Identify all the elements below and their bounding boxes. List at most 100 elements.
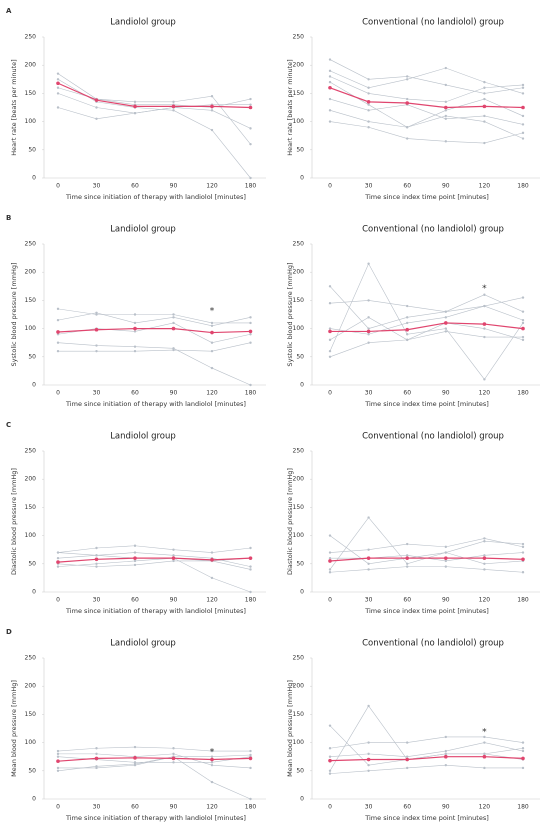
point	[521, 571, 525, 574]
y-tick-label: 50	[28, 353, 36, 360]
point	[521, 338, 525, 342]
point	[248, 329, 253, 334]
patient-line	[329, 110, 524, 139]
y-tick-label: 50	[296, 560, 304, 567]
point	[210, 349, 214, 353]
y-tick-label: 200	[293, 476, 305, 483]
y-tick-label: 150	[293, 90, 305, 97]
point	[249, 797, 252, 801]
point	[406, 554, 409, 557]
x-tick-label: 60	[403, 804, 411, 811]
point	[210, 551, 214, 554]
patient-line	[329, 263, 524, 380]
point	[444, 749, 447, 753]
point	[56, 565, 60, 568]
y-tick-label: 150	[25, 297, 37, 304]
point	[328, 338, 332, 342]
point	[133, 100, 137, 104]
point	[172, 548, 175, 551]
x-tick-label: 60	[131, 597, 139, 604]
y-tick-label: 250	[293, 655, 305, 662]
point	[367, 126, 370, 129]
point	[483, 568, 486, 571]
x-tick-label: 0	[56, 390, 60, 397]
annotation: *	[210, 747, 215, 757]
point	[483, 766, 486, 770]
panel-label: A	[6, 7, 12, 15]
point	[328, 758, 332, 763]
y-tick-label: 100	[293, 532, 305, 539]
patient-line	[57, 93, 251, 114]
point	[406, 126, 409, 129]
patient-line	[57, 312, 251, 327]
point	[367, 120, 370, 123]
y-tick-label: 250	[293, 448, 305, 455]
x-axis-label: Time since index time point [minutes]	[364, 400, 489, 408]
point	[483, 537, 486, 540]
point	[94, 756, 99, 761]
point	[171, 326, 176, 331]
x-tick-label: 0	[56, 804, 60, 811]
x-tick-label: 120	[206, 804, 218, 811]
patient-line	[329, 331, 523, 358]
point	[328, 559, 332, 563]
point	[95, 565, 98, 568]
point	[172, 316, 175, 319]
x-tick-label: 90	[442, 804, 450, 811]
patient-line	[57, 545, 251, 553]
y-tick-label: 200	[25, 683, 37, 690]
point	[367, 86, 370, 89]
point	[444, 316, 447, 319]
x-axis-label: Time since index time point [minutes]	[364, 814, 489, 822]
patient-line	[329, 59, 524, 94]
point	[249, 749, 252, 753]
point	[171, 556, 176, 560]
y-tick-label: 150	[25, 711, 37, 718]
x-tick-label: 60	[131, 804, 139, 811]
point	[444, 109, 447, 112]
point	[483, 378, 486, 381]
point	[95, 554, 98, 557]
point	[444, 763, 447, 767]
mean-line	[329, 87, 524, 109]
point	[95, 546, 98, 550]
point	[483, 97, 486, 101]
point	[172, 347, 175, 350]
point	[483, 741, 486, 744]
point	[444, 565, 447, 568]
x-tick-label: 30	[93, 804, 101, 811]
point	[328, 556, 332, 560]
point	[483, 92, 486, 95]
point	[56, 81, 60, 86]
x-tick-label: 90	[442, 597, 450, 604]
mean-line	[329, 756, 524, 762]
point	[328, 327, 332, 330]
point	[56, 78, 60, 81]
y-tick-label: 50	[296, 353, 304, 360]
patient-line	[329, 305, 524, 335]
point	[483, 293, 486, 296]
point	[367, 316, 370, 319]
x-tick-label: 180	[517, 183, 529, 190]
y-tick-label: 100	[25, 325, 37, 332]
point	[367, 78, 370, 81]
point	[521, 741, 525, 744]
point	[521, 123, 525, 126]
point	[444, 100, 447, 104]
point	[367, 327, 370, 330]
point	[444, 114, 447, 118]
point	[172, 321, 175, 325]
y-tick-label: 50	[296, 146, 304, 153]
patient-line	[57, 754, 251, 772]
point	[521, 83, 525, 87]
point	[56, 307, 60, 311]
x-tick-label: 180	[245, 804, 257, 811]
panel-label: C	[6, 421, 11, 429]
y-tick-label: 200	[25, 476, 37, 483]
chart-title: Landiolol group	[110, 432, 176, 442]
point	[521, 137, 525, 140]
x-tick-label: 120	[206, 597, 218, 604]
y-tick-label: 250	[25, 655, 37, 662]
x-tick-label: 120	[206, 390, 218, 397]
